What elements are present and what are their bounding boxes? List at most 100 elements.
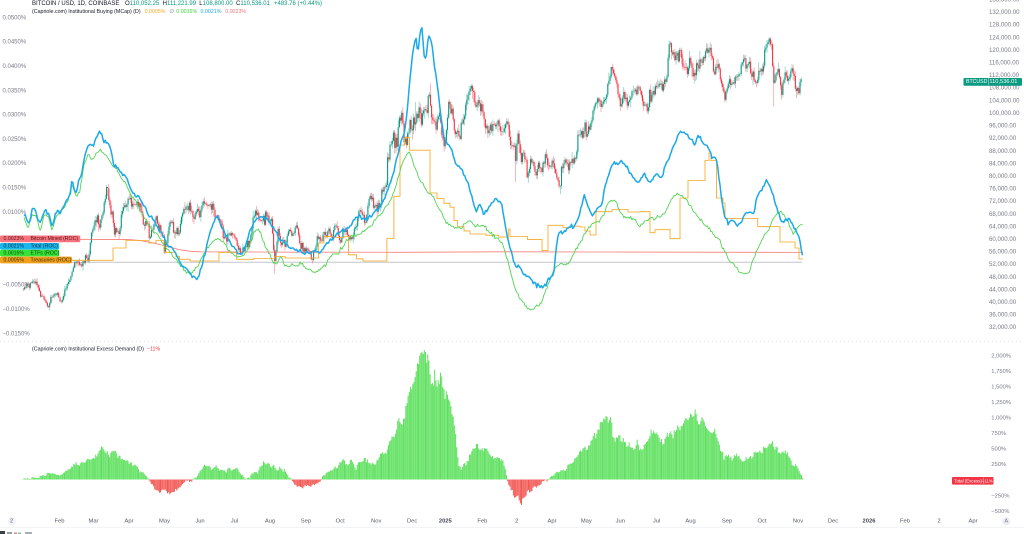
svg-text:Feb: Feb [900, 519, 910, 525]
svg-text:0.0450%: 0.0450% [3, 40, 27, 46]
svg-text:36,000.00: 36,000.00 [989, 312, 1017, 319]
svg-text:0.0021%: 0.0021% [201, 9, 222, 15]
svg-text:2: 2 [10, 519, 13, 525]
svg-text:May: May [581, 519, 592, 525]
svg-text:Feb: Feb [477, 519, 487, 525]
svg-text:0.0350%: 0.0350% [3, 88, 27, 94]
svg-text:BITCOIN / USD, 1D, COINBASE: BITCOIN / USD, 1D, COINBASE [32, 1, 119, 7]
svg-text:C110,536.01: C110,536.01 [236, 1, 271, 7]
svg-text:−250%: −250% [991, 493, 1009, 499]
svg-text:1,500%: 1,500% [991, 384, 1011, 390]
svg-text:ETFs (ROC): ETFs (ROC) [31, 250, 60, 256]
svg-text:Aug: Aug [685, 519, 695, 525]
svg-text:1,250%: 1,250% [991, 400, 1011, 406]
svg-text:2,000%: 2,000% [991, 353, 1011, 359]
svg-text:Treasuries (ROC): Treasuries (ROC) [31, 257, 72, 263]
svg-text:1,750%: 1,750% [991, 369, 1011, 375]
svg-text:−500%: −500% [991, 509, 1009, 515]
svg-text:Nov: Nov [371, 519, 381, 525]
svg-text:1,000%: 1,000% [991, 416, 1011, 422]
svg-text:∅: ∅ [169, 9, 174, 15]
svg-text:100,000.00: 100,000.00 [989, 110, 1020, 117]
svg-text:72,000.00: 72,000.00 [989, 198, 1017, 205]
svg-text:2026: 2026 [863, 519, 877, 525]
svg-text:92,000.00: 92,000.00 [989, 135, 1017, 142]
svg-text:Total (Excess): Total (Excess) [954, 479, 982, 484]
svg-text:0.0005%: 0.0005% [145, 9, 166, 15]
svg-text:Sep: Sep [722, 519, 732, 525]
svg-text:0.0250%: 0.0250% [3, 137, 27, 143]
svg-text:96,000.00: 96,000.00 [989, 123, 1017, 130]
svg-text:60,000.00: 60,000.00 [989, 236, 1017, 243]
svg-text:104,000.00: 104,000.00 [989, 97, 1020, 104]
svg-text:O110,052.25: O110,052.25 [125, 1, 160, 7]
svg-text:0.0023%: 0.0023% [225, 9, 246, 15]
svg-text:Jul: Jul [653, 519, 660, 525]
svg-text:(Capriole.com) Institutional E: (Capriole.com) Institutional Excess Dema… [32, 347, 144, 353]
svg-text:Total (ROC): Total (ROC) [31, 244, 59, 250]
svg-text:−0.0050%: −0.0050% [3, 283, 31, 289]
svg-text:0.0150%: 0.0150% [3, 186, 27, 192]
svg-text:112,000.00: 112,000.00 [989, 72, 1020, 79]
svg-text:68,000.00: 68,000.00 [989, 211, 1017, 218]
svg-text:Dec: Dec [407, 519, 417, 525]
svg-text:0.0005%: 0.0005% [4, 257, 25, 263]
svg-text:64,000.00: 64,000.00 [989, 223, 1017, 230]
svg-text:80,000.00: 80,000.00 [989, 173, 1017, 180]
svg-text:500%: 500% [991, 447, 1006, 453]
svg-text:2025: 2025 [439, 519, 453, 525]
svg-text:A: A [1004, 519, 1008, 525]
svg-text:132,000.00: 132,000.00 [989, 9, 1020, 16]
svg-text:0.0016%: 0.0016% [176, 9, 197, 15]
svg-text:84,000.00: 84,000.00 [989, 160, 1017, 167]
svg-text:Aug: Aug [265, 519, 275, 525]
svg-text:52,000.00: 52,000.00 [989, 261, 1017, 268]
svg-text:250%: 250% [991, 462, 1006, 468]
svg-text:Jun: Jun [195, 519, 204, 525]
svg-text:−11%: −11% [147, 347, 161, 353]
svg-text:Mar: Mar [89, 519, 99, 525]
svg-text:0.0400%: 0.0400% [3, 64, 27, 70]
svg-text:120,000.00: 120,000.00 [989, 47, 1020, 54]
svg-text:0.0021%: 0.0021% [4, 244, 25, 250]
svg-text:108,000.00: 108,000.00 [989, 85, 1020, 92]
svg-text:56,000.00: 56,000.00 [989, 249, 1017, 256]
svg-text:0.0023%: 0.0023% [4, 236, 25, 242]
svg-text:H111,221.99: H111,221.99 [163, 1, 197, 7]
svg-text:48,000.00: 48,000.00 [989, 274, 1017, 281]
svg-text:2: 2 [937, 519, 940, 525]
svg-text:Dec: Dec [828, 519, 838, 525]
svg-text:Sep: Sep [301, 519, 311, 525]
svg-text:BTCUSD: BTCUSD [966, 79, 988, 85]
svg-text:116,000.00: 116,000.00 [989, 60, 1020, 67]
svg-text:Apr: Apr [968, 519, 977, 525]
svg-text:110,536.01: 110,536.01 [989, 79, 1017, 85]
svg-text:Apr: Apr [124, 519, 133, 525]
svg-text:32,000.00: 32,000.00 [989, 324, 1017, 331]
svg-text:76,000.00: 76,000.00 [989, 186, 1017, 193]
svg-text:Feb: Feb [55, 519, 65, 525]
svg-text:0.0500%: 0.0500% [3, 15, 27, 21]
svg-text:750%: 750% [991, 431, 1006, 437]
svg-text:Jun: Jun [616, 519, 625, 525]
svg-text:Nov: Nov [793, 519, 803, 525]
svg-text:136,000.00: 136,000.00 [989, 0, 1020, 4]
svg-text:0.0016%: 0.0016% [4, 250, 25, 256]
svg-text:Oct: Oct [757, 519, 766, 525]
svg-text:40,000.00: 40,000.00 [989, 299, 1017, 306]
svg-text:Jul: Jul [231, 519, 238, 525]
svg-text:0.0200%: 0.0200% [3, 161, 27, 167]
svg-text:Bitcoin Mined (ROC): Bitcoin Mined (ROC) [31, 236, 79, 242]
svg-text:88,000.00: 88,000.00 [989, 148, 1017, 155]
svg-text:Apr: Apr [547, 519, 556, 525]
svg-text:Oct: Oct [336, 519, 345, 525]
svg-text:−0.0100%: −0.0100% [3, 307, 31, 313]
svg-text:0.0300%: 0.0300% [3, 113, 27, 119]
svg-text:May: May [159, 519, 170, 525]
svg-text:−11%: −11% [982, 479, 993, 484]
svg-text:0.0100%: 0.0100% [3, 210, 27, 216]
svg-text:2: 2 [515, 519, 518, 525]
svg-text:(Capriole.com) Institutional B: (Capriole.com) Institutional Buying (MCa… [32, 9, 141, 15]
svg-text:128,000.00: 128,000.00 [989, 22, 1020, 29]
svg-text:124,000.00: 124,000.00 [989, 34, 1020, 41]
